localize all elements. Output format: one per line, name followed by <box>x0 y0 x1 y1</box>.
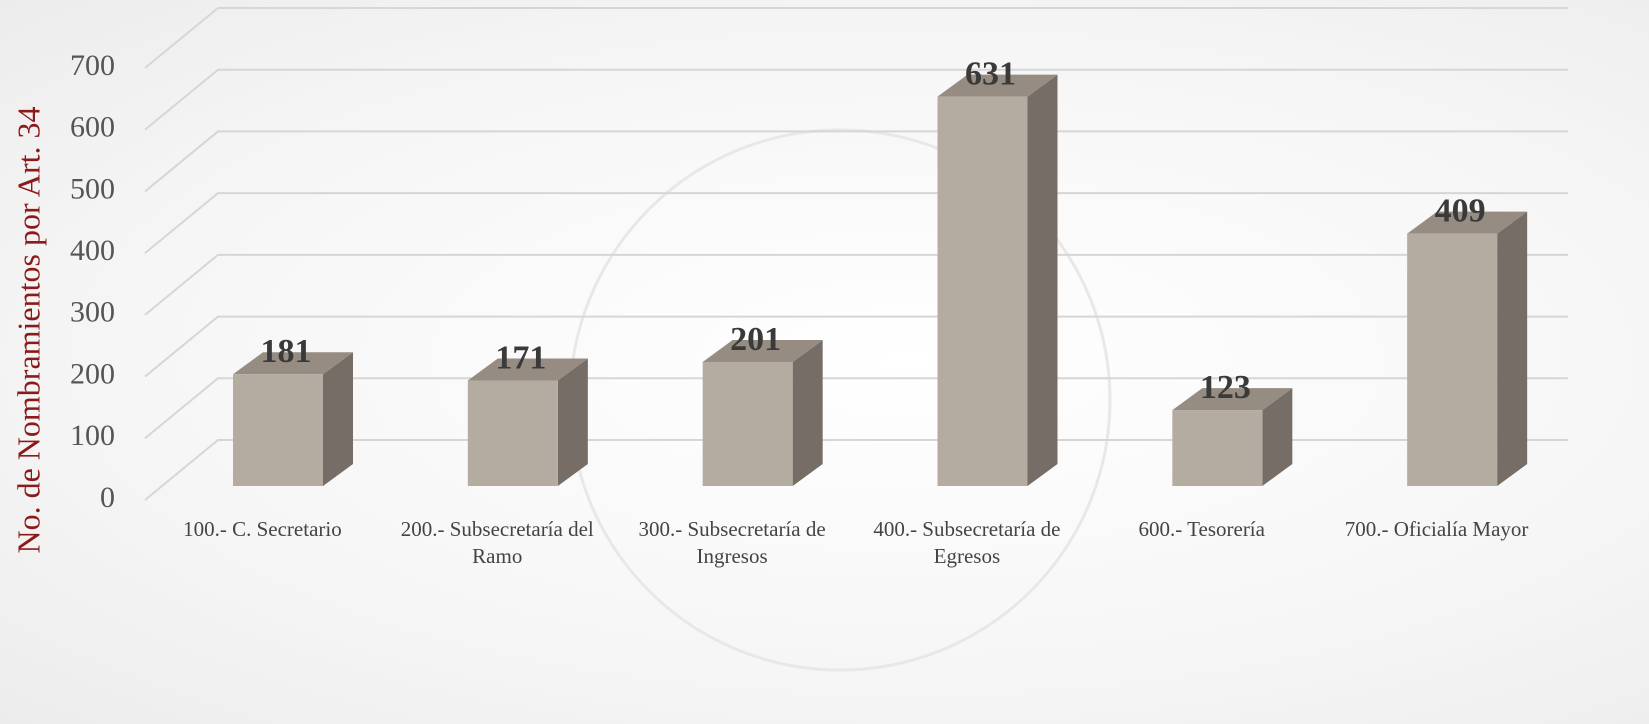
x-tick-label: 600.- Tesorería <box>1138 517 1265 541</box>
bar-side <box>323 352 353 486</box>
bar-top <box>1172 388 1293 411</box>
bar-top <box>702 339 823 362</box>
x-tick-label: 100.- C. Secretario <box>183 517 342 541</box>
value-label: 123 <box>1200 369 1251 406</box>
y-tick-label: 500 <box>70 172 115 205</box>
grid-line <box>144 7 1568 69</box>
bar-top <box>467 358 588 381</box>
value-label: 201 <box>730 321 781 358</box>
bar-top <box>1407 211 1528 234</box>
y-tick-label: 0 <box>100 481 115 514</box>
y-axis-title: No. de Nombramientos por Art. 34 <box>10 106 46 553</box>
grid-line <box>144 315 1568 378</box>
bar-side <box>792 339 823 486</box>
value-label: 181 <box>261 333 312 370</box>
value-label: 409 <box>1435 192 1486 229</box>
x-tick-label: 700.- Oficialía Mayor <box>1344 517 1529 541</box>
grid-line <box>144 130 1568 193</box>
bar-side <box>1262 388 1293 486</box>
x-tick-label: 400.- Subsecretaría de Egresos <box>873 517 1061 568</box>
bar-side <box>1027 74 1058 486</box>
value-label: 631 <box>965 55 1016 92</box>
y-tick-label: 400 <box>70 234 115 267</box>
bar <box>937 96 1028 486</box>
y-tick-label: 600 <box>70 111 115 144</box>
grid-line <box>144 377 1568 440</box>
y-tick-label: 100 <box>70 419 115 452</box>
x-tick-label: 200.- Subsecretaría del Ramo <box>400 517 594 568</box>
bar <box>467 380 558 486</box>
y-tick-label: 300 <box>70 296 115 329</box>
bar-side <box>1497 211 1528 487</box>
y-tick-label: 200 <box>70 357 115 390</box>
grid-line <box>144 439 1568 501</box>
bar <box>1407 233 1498 486</box>
bar-top <box>233 352 353 375</box>
y-tick-label: 700 <box>70 49 115 82</box>
x-tick-label: 300.- Subsecretaría de Ingresos <box>638 517 826 568</box>
bar-side <box>557 358 588 486</box>
value-label: 171 <box>495 339 546 376</box>
bar <box>233 374 323 486</box>
bar <box>702 361 793 486</box>
grid-line <box>144 68 1568 131</box>
grid-line <box>144 192 1568 254</box>
grid-line <box>144 253 1568 316</box>
bar <box>1172 410 1263 486</box>
bar-top <box>937 74 1058 97</box>
